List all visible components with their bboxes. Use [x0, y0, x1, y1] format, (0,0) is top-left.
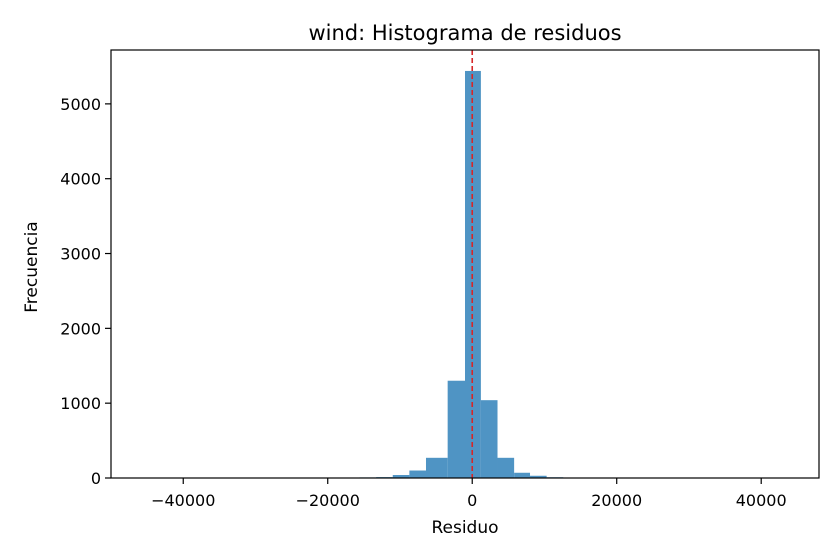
y-axis-label: Frecuencia — [22, 221, 42, 312]
histogram-bar-15 — [392, 475, 410, 478]
histogram-bar-17 — [425, 457, 448, 478]
x-axis-label: Residuo — [431, 518, 498, 538]
x-tick-label: 20000 — [591, 491, 642, 510]
x-tick-label: −20000 — [296, 491, 360, 510]
x-tick-label: 40000 — [736, 491, 787, 510]
y-tick-label: 4000 — [60, 170, 101, 189]
y-tick-label: 0 — [91, 469, 101, 488]
y-axis-ticks: 0 1000 2000 3000 4000 5000 — [60, 95, 111, 488]
histogram-bar-16 — [409, 470, 426, 478]
x-tick-label: 0 — [467, 491, 477, 510]
histogram-bar-21 — [497, 457, 515, 478]
histogram-bar-23 — [530, 475, 547, 478]
histogram-bar-22 — [514, 472, 531, 478]
chart-title: wind: Histograma de residuos — [308, 21, 621, 45]
histogram-bar-20 — [480, 400, 498, 478]
plot-frame — [110, 49, 820, 479]
y-tick-label: 1000 — [60, 394, 101, 413]
y-tick-label: 2000 — [60, 319, 101, 338]
y-tick-label: 3000 — [60, 245, 101, 264]
x-tick-label: −40000 — [151, 491, 215, 510]
y-tick-label: 5000 — [60, 95, 101, 114]
histogram-bar-18 — [447, 380, 465, 478]
x-axis-ticks: −40000 −20000 0 20000 40000 — [151, 478, 787, 510]
